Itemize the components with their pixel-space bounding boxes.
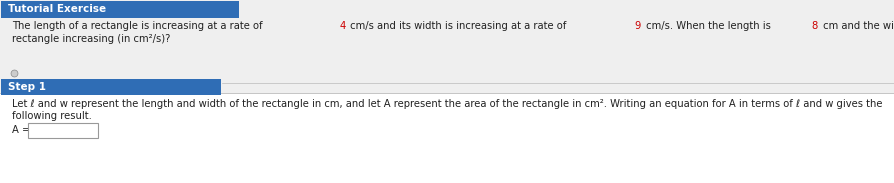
Bar bbox=[1, 79, 221, 95]
Bar bbox=[0, 0, 894, 93]
Text: cm and the width is: cm and the width is bbox=[820, 21, 894, 31]
FancyBboxPatch shape bbox=[28, 123, 98, 138]
Text: A =: A = bbox=[12, 125, 30, 135]
Text: rectangle increasing (in cm²/s)?: rectangle increasing (in cm²/s)? bbox=[12, 34, 171, 44]
Text: The length of a rectangle is increasing at a rate of: The length of a rectangle is increasing … bbox=[12, 21, 266, 31]
Text: 8: 8 bbox=[812, 21, 818, 31]
Text: 4: 4 bbox=[340, 21, 346, 31]
Text: cm/s. When the length is: cm/s. When the length is bbox=[643, 21, 774, 31]
Text: 9: 9 bbox=[635, 21, 641, 31]
Bar bbox=[0, 93, 894, 183]
Text: cm/s and its width is increasing at a rate of: cm/s and its width is increasing at a ra… bbox=[348, 21, 570, 31]
Text: Let ℓ and w represent the length and width of the rectangle in cm, and let A rep: Let ℓ and w represent the length and wid… bbox=[12, 99, 882, 109]
Text: Tutorial Exercise: Tutorial Exercise bbox=[8, 5, 106, 14]
Text: Step 1: Step 1 bbox=[8, 82, 46, 92]
Text: following result.: following result. bbox=[12, 111, 92, 121]
Bar bbox=[1, 1, 239, 18]
